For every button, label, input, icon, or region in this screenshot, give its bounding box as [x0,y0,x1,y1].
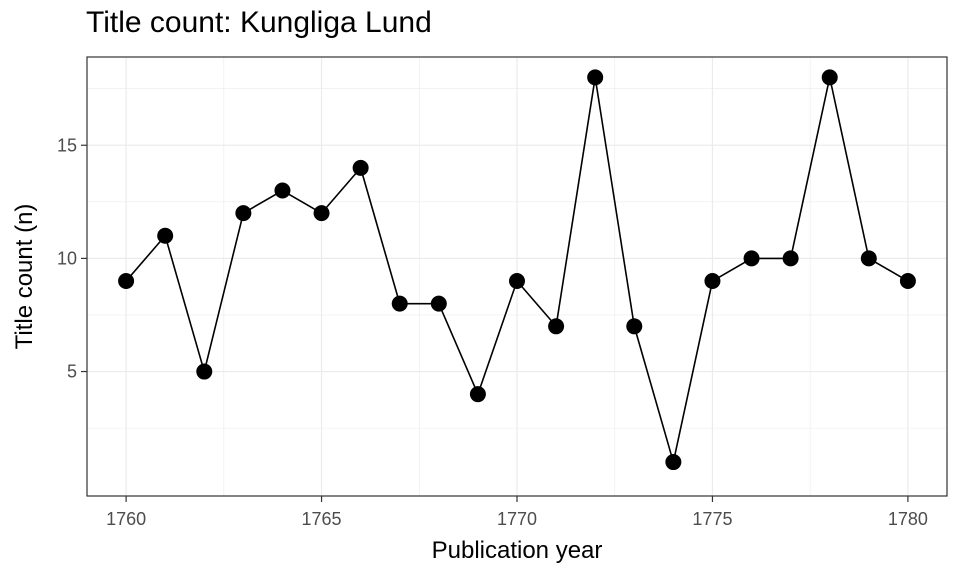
data-point [704,273,721,290]
data-point [118,273,135,290]
data-point [196,363,213,380]
data-point [821,69,838,86]
data-point [274,182,291,199]
data-point [235,205,252,222]
data-point [430,295,447,312]
data-point [626,318,643,335]
x-tick-label: 1760 [106,509,146,529]
data-point [782,250,799,267]
y-tick-label: 10 [57,248,77,268]
data-point [157,227,174,244]
data-point [899,273,916,290]
data-point [352,159,369,176]
y-tick-label: 15 [57,135,77,155]
chart-title: Title count: Kungliga Lund [86,6,432,39]
data-point [665,454,682,471]
x-tick-label: 1780 [888,509,928,529]
data-point [587,69,604,86]
data-point [743,250,760,267]
x-axis: 1760 1765 1770 1775 1780 [106,496,928,529]
x-axis-title: Publication year [432,537,603,564]
data-point [391,295,408,312]
data-point [313,205,330,222]
data-point [860,250,877,267]
x-tick-label: 1770 [497,509,537,529]
data-point [469,386,486,403]
x-tick-label: 1775 [692,509,732,529]
y-axis-title: Title count (n) [11,204,38,350]
x-tick-label: 1765 [302,509,342,529]
y-tick-label: 5 [67,362,77,382]
y-axis: 5 10 15 [57,135,87,382]
data-point [548,318,565,335]
data-point [509,273,525,290]
series [118,69,916,471]
